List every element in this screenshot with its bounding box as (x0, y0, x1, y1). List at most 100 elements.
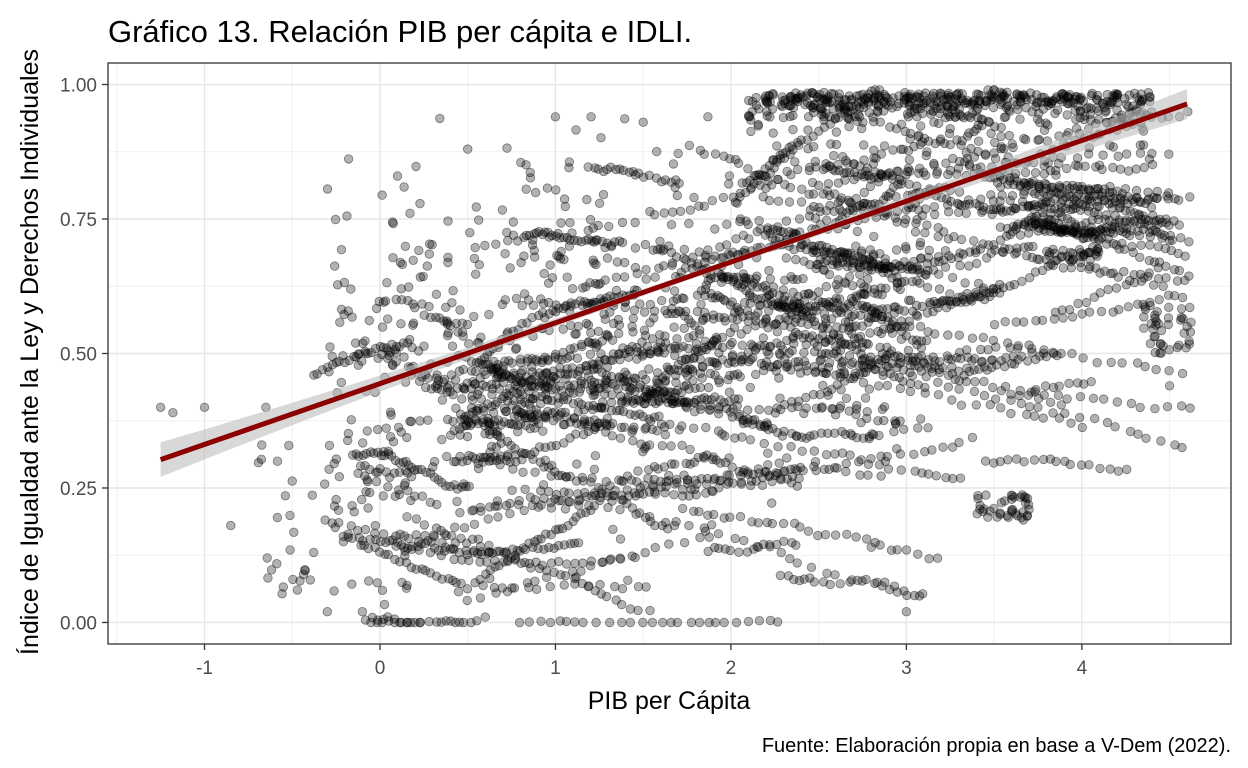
data-point (729, 358, 740, 368)
data-point (878, 267, 888, 278)
data-point (525, 409, 535, 420)
data-point (806, 301, 816, 311)
data-point (869, 116, 879, 127)
data-point (659, 244, 669, 254)
data-point (791, 306, 802, 316)
data-point (1073, 189, 1084, 199)
data-point (1139, 312, 1149, 322)
data-point (381, 423, 391, 433)
data-point (1164, 220, 1174, 231)
data-point (476, 506, 486, 516)
data-point (649, 313, 659, 323)
data-point (401, 466, 411, 476)
data-point (485, 502, 495, 512)
data-point (485, 547, 495, 558)
data-point (1080, 161, 1090, 171)
data-point (657, 295, 667, 306)
data-point (950, 374, 960, 385)
data-point (771, 319, 781, 329)
data-point (880, 577, 890, 587)
data-point (892, 362, 902, 373)
data-point (288, 574, 298, 585)
data-point (652, 244, 663, 255)
data-point (630, 262, 641, 273)
data-point (989, 503, 999, 514)
data-point (1030, 387, 1040, 397)
data-point (1131, 185, 1142, 196)
data-point (991, 342, 1001, 352)
data-point (875, 248, 885, 259)
data-point (1117, 358, 1127, 368)
data-point (722, 219, 732, 230)
data-point (831, 127, 842, 137)
data-point (659, 208, 670, 218)
data-point (938, 95, 949, 105)
data-point (792, 481, 803, 491)
data-point (703, 382, 714, 393)
data-point (910, 360, 920, 371)
data-point (586, 112, 596, 122)
data-point (679, 538, 690, 548)
data-point (1138, 211, 1149, 221)
data-point (875, 540, 885, 550)
data-point (837, 357, 847, 368)
data-point (544, 486, 554, 497)
data-point (768, 128, 778, 138)
data-point (729, 274, 739, 285)
data-point (1069, 225, 1079, 236)
data-point (718, 342, 728, 353)
data-point (1019, 189, 1029, 200)
data-point (1066, 263, 1077, 273)
data-point (556, 218, 566, 228)
data-point (1054, 413, 1065, 423)
data-point (353, 360, 364, 370)
data-point (765, 542, 775, 552)
data-point (507, 583, 517, 593)
data-point (671, 517, 681, 527)
data-point (1093, 183, 1103, 194)
data-point (608, 524, 618, 535)
data-point (455, 305, 465, 315)
data-point (594, 198, 605, 209)
data-point (489, 356, 499, 367)
data-point (764, 290, 775, 300)
data-point (867, 305, 877, 315)
data-point (572, 459, 582, 469)
data-point (694, 325, 705, 335)
data-point (887, 174, 898, 184)
data-point (1093, 244, 1103, 254)
data-point (507, 485, 517, 496)
data-point (717, 429, 727, 439)
data-point (571, 429, 581, 439)
data-point (330, 214, 341, 225)
data-point (750, 345, 761, 355)
data-point (844, 121, 854, 132)
data-point (370, 520, 381, 531)
data-point (866, 542, 877, 552)
data-point (1082, 195, 1092, 205)
data-point (330, 522, 340, 533)
data-point (604, 221, 614, 232)
data-point (578, 558, 588, 568)
data-point (776, 548, 787, 558)
data-point (747, 280, 757, 290)
data-point (954, 384, 964, 394)
data-point (645, 346, 656, 356)
data-point (1099, 195, 1110, 206)
data-point (1092, 196, 1103, 206)
data-point (879, 415, 889, 426)
data-point (641, 387, 652, 397)
data-point (1131, 193, 1142, 203)
data-point (934, 364, 944, 375)
data-point (455, 508, 465, 518)
data-point (619, 272, 630, 282)
data-point (880, 258, 891, 268)
data-point (762, 285, 772, 296)
data-point (654, 396, 664, 407)
data-point (489, 365, 499, 375)
data-point (859, 140, 869, 150)
data-point (817, 363, 827, 373)
data-point (672, 385, 683, 396)
data-point (679, 311, 690, 321)
